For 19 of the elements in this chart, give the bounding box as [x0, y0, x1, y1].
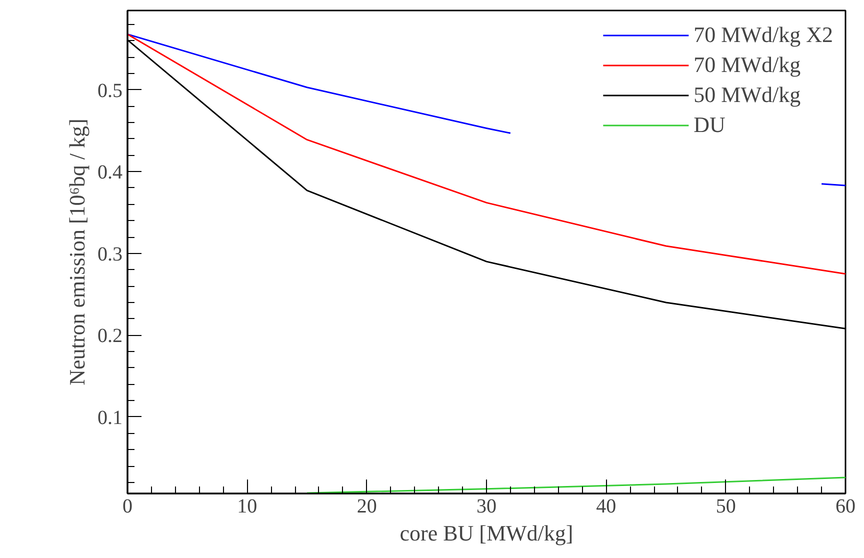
y-tick-label: 0.2 [98, 325, 122, 348]
x-tick-label: 0 [122, 496, 132, 518]
line-series [306, 476, 846, 494]
y-axis-title: Neutron emission [10⁶bq / kg] [64, 118, 90, 386]
y-tick-label: 0.5 [98, 80, 122, 102]
x-tick-label: 20 [356, 496, 377, 518]
legend-label: 70 MWd/kg X2 [694, 22, 833, 48]
x-tick-label: 10 [237, 496, 258, 518]
x-tick-label: 50 [716, 496, 736, 518]
y-tick-label: 0.1 [98, 406, 122, 429]
y-tick-label: 0.4 [98, 162, 122, 184]
x-tick-label: 60 [836, 496, 856, 518]
y-tick-label: 0.3 [98, 243, 122, 266]
x-axis-title: core BU [MWd/kg] [400, 520, 574, 546]
x-tick-label: 40 [596, 496, 616, 518]
x-tick-label: 30 [476, 496, 496, 518]
legend-label: 70 MWd/kg [694, 52, 801, 78]
legend-label: 50 MWd/kg [694, 82, 801, 108]
legend-label: DU [694, 112, 726, 138]
